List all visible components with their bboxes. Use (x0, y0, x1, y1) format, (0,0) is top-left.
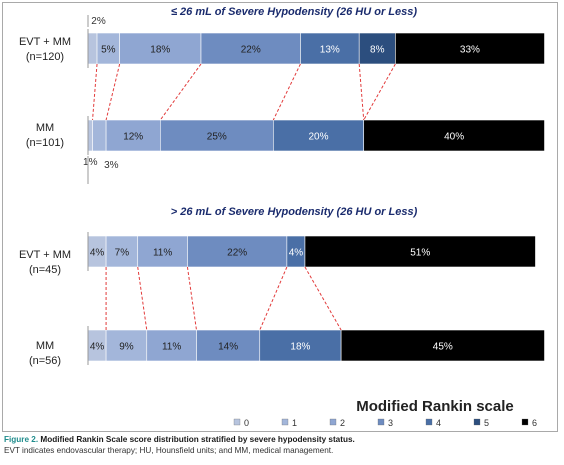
legend-swatch (473, 418, 481, 426)
data-label: 33% (460, 45, 480, 56)
bar-segment (105, 119, 161, 152)
bar-segment (87, 32, 98, 65)
connector-line (363, 63, 396, 121)
data-label: 18% (150, 45, 170, 56)
data-label: 22% (227, 248, 247, 259)
connector-line (159, 63, 202, 121)
bar-segment (105, 329, 148, 362)
row-label: EVT + MM (19, 249, 71, 261)
data-label: 51% (410, 248, 430, 259)
data-label: 45% (433, 342, 453, 353)
bar-segment (358, 32, 396, 65)
bar-segment (200, 32, 301, 65)
connector-line (137, 266, 148, 331)
bar-segment (119, 32, 202, 65)
bar-segment (304, 235, 536, 268)
legend-swatch (329, 418, 337, 426)
row-label: EVT + MM (19, 36, 71, 48)
row-n-label: (n=120) (26, 51, 64, 63)
panel-title: ≤ 26 mL of Severe Hypodensity (26 HU or … (171, 6, 417, 18)
legend-title: Modified Rankin scale (356, 398, 514, 415)
connector-line (259, 266, 288, 331)
legend-swatch (521, 418, 529, 426)
chart-frame (2, 2, 558, 432)
bar-segment (160, 119, 274, 152)
bar-segment (146, 329, 197, 362)
legend-label: 0 (244, 418, 249, 428)
data-label: 20% (309, 132, 329, 143)
data-label: 4% (90, 342, 105, 353)
panel-title: > 26 mL of Severe Hypodensity (26 HU or … (171, 206, 418, 218)
caption-note: EVT indicates endovascular therapy; HU, … (4, 446, 334, 455)
row-n-label: (n=56) (29, 355, 61, 367)
data-label: 13% (320, 45, 340, 56)
connector-line (304, 266, 342, 331)
connector-line (105, 63, 121, 121)
data-label: 5% (101, 45, 116, 56)
row-n-label: (n=45) (29, 264, 61, 276)
legend-label: 5 (484, 418, 489, 428)
bar-segment (105, 235, 139, 268)
legend-swatch (281, 418, 289, 426)
data-label: 14% (218, 342, 238, 353)
bar-segment (395, 32, 545, 65)
bar-segment (137, 235, 188, 268)
legend-label: 4 (436, 418, 441, 428)
connector-line (272, 63, 301, 121)
data-label: 4% (90, 248, 105, 259)
bar-segment (340, 329, 545, 362)
data-label: 7% (115, 248, 130, 259)
connector-line (358, 63, 365, 121)
row-n-label: (n=101) (26, 137, 64, 149)
legend-swatch (377, 418, 385, 426)
stacked-bar-chart: ≤ 26 mL of Severe Hypodensity (26 HU or … (19, 6, 545, 428)
bar-segment (273, 119, 365, 152)
data-label: 9% (119, 342, 134, 353)
legend-label: 2 (340, 418, 345, 428)
figure-caption: Figure 2. Modified Rankin Scale score di… (4, 434, 560, 456)
bar-segment (300, 32, 360, 65)
legend-label: 3 (388, 418, 393, 428)
bar-segment (87, 119, 93, 152)
data-label: 40% (444, 132, 464, 143)
data-label: 11% (153, 248, 172, 259)
caption-label: Figure 2. (4, 435, 39, 444)
legend-label: 1 (292, 418, 297, 428)
bar-segment (363, 119, 545, 152)
data-label: 25% (207, 132, 227, 143)
connector-line (186, 266, 197, 331)
data-label: 1% (83, 157, 98, 168)
bar-segment (259, 329, 342, 362)
data-label: 8% (370, 45, 385, 56)
data-label: 4% (289, 248, 304, 259)
bar-segment (92, 119, 107, 152)
data-label: 22% (241, 45, 261, 56)
row-label: MM (36, 340, 54, 352)
row-label: MM (36, 122, 54, 134)
legend-swatch (233, 418, 241, 426)
data-label: 3% (104, 160, 119, 171)
data-label: 2% (91, 16, 106, 27)
legend-swatch (425, 418, 433, 426)
connector-line (92, 63, 98, 121)
data-label: 11% (162, 342, 181, 353)
legend-label: 6 (532, 418, 537, 428)
data-label: 12% (123, 132, 143, 143)
data-label: 18% (290, 342, 310, 353)
caption-title: Modified Rankin Scale score distribution… (40, 435, 355, 444)
bar-segment (187, 235, 288, 268)
bar-segment (196, 329, 261, 362)
